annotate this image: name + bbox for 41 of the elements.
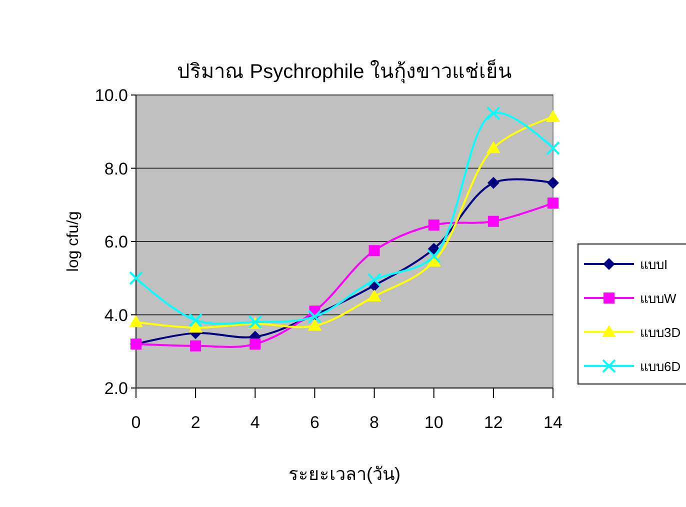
x-tick-label: 0	[131, 413, 141, 432]
x-axis-title: ระยะเวลา(วัน)	[288, 464, 400, 484]
point	[488, 216, 499, 227]
y-tick-label: 8.0	[104, 159, 128, 178]
point	[368, 245, 380, 256]
legend-label: แบบ6D	[640, 359, 681, 374]
y-tick-label: 2.0	[104, 379, 128, 398]
point	[129, 271, 143, 286]
x-tick-label: 4	[250, 413, 260, 432]
point	[546, 141, 560, 156]
x-tick-label: 8	[370, 413, 380, 432]
point	[547, 176, 559, 189]
point	[308, 310, 322, 324]
x-tick-label: 12	[484, 413, 503, 432]
y-tick-label: 10.0	[94, 86, 128, 105]
legend-label: แบบW	[640, 291, 677, 306]
chart-title: ปริมาณ Psychrophile ในกุ้งขาวแช่เย็น	[177, 58, 512, 84]
point	[190, 340, 202, 352]
point	[546, 110, 560, 122]
x-tick-label: 14	[544, 413, 562, 432]
legend-label: แบบI	[640, 257, 668, 272]
x-tick-label: 6	[310, 413, 320, 432]
point	[308, 318, 322, 331]
legend-label: แบบ3D	[640, 325, 681, 340]
point	[367, 272, 382, 287]
point	[428, 220, 440, 231]
y-tick-label: 6.0	[104, 232, 128, 252]
y-tick-label: 4.0	[104, 306, 128, 325]
point	[250, 338, 261, 350]
point	[188, 313, 203, 328]
point	[487, 176, 500, 189]
point	[367, 289, 382, 302]
point	[486, 106, 500, 120]
point	[129, 315, 143, 328]
x-tick-label: 2	[190, 413, 200, 432]
point	[548, 198, 558, 209]
point	[188, 320, 203, 333]
point	[486, 141, 500, 154]
y-axis-title: log cfu/g	[65, 211, 82, 272]
point	[426, 249, 441, 264]
x-tick-label: 10	[424, 413, 444, 432]
